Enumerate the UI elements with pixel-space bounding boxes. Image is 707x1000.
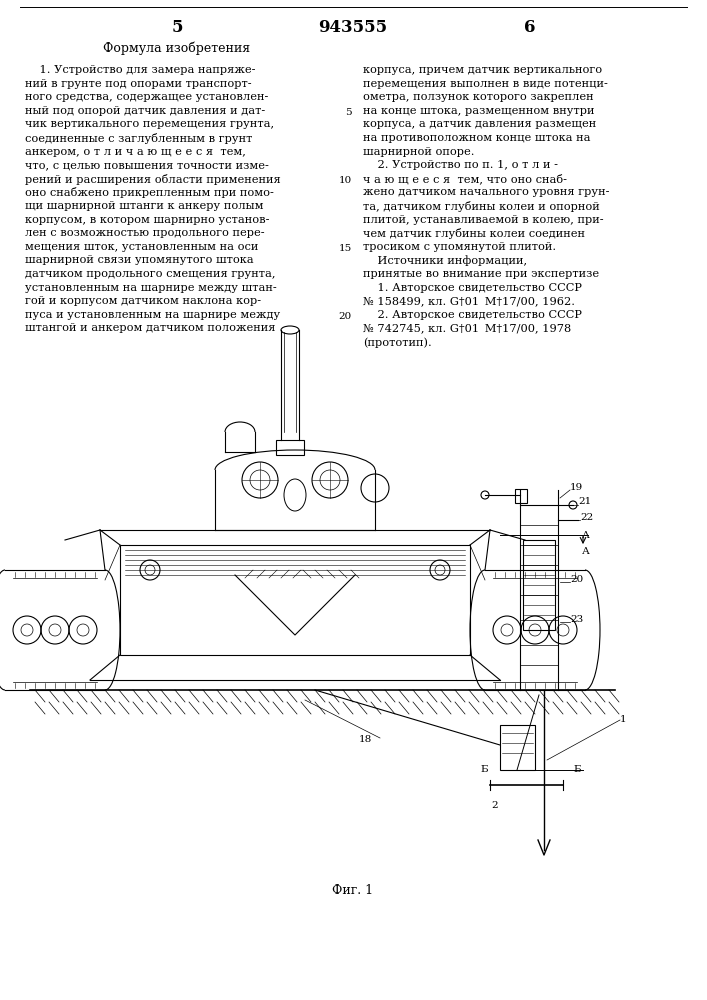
Text: 1. Устройство для замера напряже-: 1. Устройство для замера напряже-: [25, 65, 255, 75]
Text: установленным на шарнире между штан-: установленным на шарнире между штан-: [25, 283, 276, 293]
Text: 19: 19: [570, 483, 583, 491]
Text: Фиг. 1: Фиг. 1: [332, 884, 373, 896]
Text: шарнирной опоре.: шарнирной опоре.: [363, 147, 474, 157]
Text: штангой и анкером датчиком положения: штангой и анкером датчиком положения: [25, 323, 276, 333]
Text: перемещения выполнен в виде потенци-: перемещения выполнен в виде потенци-: [363, 79, 608, 89]
Text: (прототип).: (прототип).: [363, 337, 432, 348]
Text: чем датчик глубины колеи соединен: чем датчик глубины колеи соединен: [363, 228, 585, 239]
Text: 1. Авторское свидетельство СССР: 1. Авторское свидетельство СССР: [363, 283, 582, 293]
Bar: [523, 540, 555, 630]
Text: А: А: [582, 530, 590, 540]
Circle shape: [569, 501, 577, 509]
Text: корпусом, в котором шарнирно установ-: корпусом, в котором шарнирно установ-: [25, 215, 269, 225]
Text: 1: 1: [620, 716, 626, 724]
Bar: [515, 489, 527, 503]
Text: 2: 2: [491, 800, 498, 810]
Bar: [276, 440, 304, 455]
Text: что, с целью повышения точности изме-: что, с целью повышения точности изме-: [25, 160, 269, 170]
Text: тросиком с упомянутой плитой.: тросиком с упомянутой плитой.: [363, 242, 556, 252]
Text: А: А: [582, 548, 590, 556]
Text: корпуса, а датчик давления размещен: корпуса, а датчик давления размещен: [363, 119, 596, 129]
Text: Формула изобретения: Формула изобретения: [103, 41, 250, 55]
Bar: [500, 725, 535, 770]
Text: 22: 22: [580, 514, 593, 522]
Text: Источники информации,: Источники информации,: [363, 255, 527, 266]
Text: 6: 6: [525, 18, 536, 35]
Text: пуса и установленным на шарнире между: пуса и установленным на шарнире между: [25, 310, 280, 320]
Bar: [120, 545, 470, 655]
Text: принятые во внимание при экспертизе: принятые во внимание при экспертизе: [363, 269, 599, 279]
Text: корпуса, причем датчик вертикального: корпуса, причем датчик вертикального: [363, 65, 602, 75]
Text: 18: 18: [358, 736, 372, 744]
Text: жено датчиком начального уровня грун-: жено датчиком начального уровня грун-: [363, 187, 609, 197]
Text: шарнирной связи упомянутого штока: шарнирной связи упомянутого штока: [25, 255, 254, 265]
Text: 20: 20: [570, 576, 583, 584]
Circle shape: [481, 491, 489, 499]
Text: гой и корпусом датчиком наклона кор-: гой и корпусом датчиком наклона кор-: [25, 296, 261, 306]
Text: на противоположном конце штока на: на противоположном конце штока на: [363, 133, 590, 143]
Text: Б: Б: [573, 766, 580, 774]
Text: 10: 10: [339, 176, 352, 185]
Text: ного средства, содержащее установлен-: ного средства, содержащее установлен-: [25, 92, 269, 102]
Text: оно снабжено прикрепленным при помо-: оно снабжено прикрепленным при помо-: [25, 187, 274, 198]
Text: щи шарнирной штанги к анкеру полым: щи шарнирной штанги к анкеру полым: [25, 201, 264, 211]
Text: датчиком продольного смещения грунта,: датчиком продольного смещения грунта,: [25, 269, 276, 279]
Text: 20: 20: [339, 312, 352, 321]
Text: ч а ю щ е е с я  тем, что оно снаб-: ч а ю щ е е с я тем, что оно снаб-: [363, 174, 567, 185]
Text: рений и расширения области применения: рений и расширения области применения: [25, 174, 281, 185]
Text: плитой, устанавливаемой в колею, при-: плитой, устанавливаемой в колею, при-: [363, 215, 604, 225]
Text: Б: Б: [480, 766, 488, 774]
Text: ный под опорой датчик давления и дат-: ный под опорой датчик давления и дат-: [25, 106, 265, 116]
Text: 15: 15: [339, 244, 352, 253]
Text: 23: 23: [570, 615, 583, 624]
Text: чик вертикального перемещения грунта,: чик вертикального перемещения грунта,: [25, 119, 274, 129]
Text: 2. Устройство по п. 1, о т л и -: 2. Устройство по п. 1, о т л и -: [363, 160, 558, 170]
Text: на конце штока, размещенном внутри: на конце штока, размещенном внутри: [363, 106, 595, 116]
Text: № 742745, кл. G†01 M†17/00, 1978: № 742745, кл. G†01 M†17/00, 1978: [363, 323, 571, 333]
Text: 5: 5: [171, 18, 182, 35]
Text: анкером, о т л и ч а ю щ е е с я  тем,: анкером, о т л и ч а ю щ е е с я тем,: [25, 147, 246, 157]
Text: соединенные с заглубленным в грунт: соединенные с заглубленным в грунт: [25, 133, 252, 144]
Text: мещения шток, установленным на оси: мещения шток, установленным на оси: [25, 242, 258, 252]
Text: та, датчиком глубины колеи и опорной: та, датчиком глубины колеи и опорной: [363, 201, 600, 212]
Text: 943555: 943555: [318, 18, 387, 35]
Text: 2. Авторское свидетельство СССР: 2. Авторское свидетельство СССР: [363, 310, 582, 320]
Text: лен с возможностью продольного пере-: лен с возможностью продольного пере-: [25, 228, 264, 238]
Text: ний в грунте под опорами транспорт-: ний в грунте под опорами транспорт-: [25, 79, 252, 89]
Text: ометра, ползунок которого закреплен: ометра, ползунок которого закреплен: [363, 92, 594, 102]
Text: № 158499, кл. G†01 M†17/00, 1962.: № 158499, кл. G†01 M†17/00, 1962.: [363, 296, 575, 306]
Text: 21: 21: [578, 497, 591, 506]
Text: 5: 5: [346, 108, 352, 117]
